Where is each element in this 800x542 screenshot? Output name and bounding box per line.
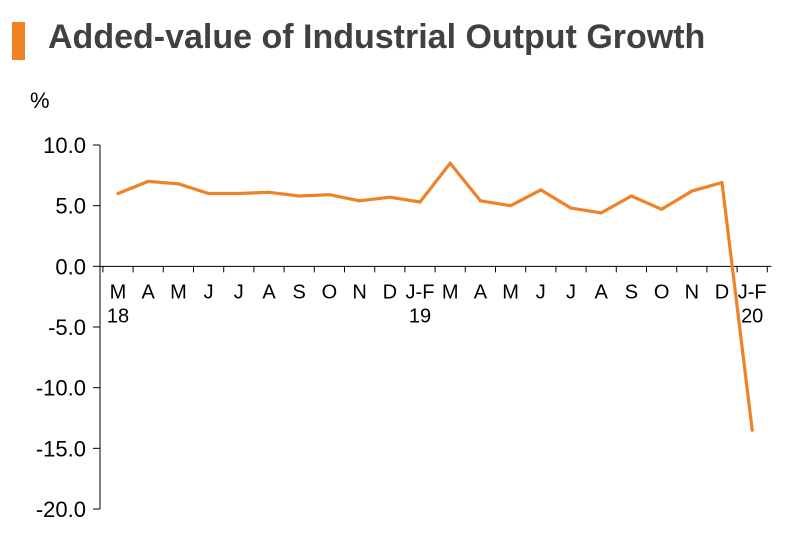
data-point: [569, 206, 573, 210]
series-line: [116, 161, 754, 432]
x-year-label: 18: [107, 305, 129, 327]
x-tick-label: O: [654, 281, 670, 303]
y-axis-unit-label: %: [30, 88, 50, 113]
chart-title: Added-value of Industrial Output Growth: [48, 18, 706, 56]
x-tick-label: M: [502, 281, 519, 303]
x-tick-label: M: [110, 281, 127, 303]
data-point: [327, 193, 331, 197]
x-tick-label: M: [442, 281, 459, 303]
data-point: [690, 189, 694, 193]
x-tick-label: J: [536, 281, 546, 303]
data-point: [660, 207, 664, 211]
data-point: [509, 204, 513, 208]
x-tick-label: A: [142, 281, 156, 303]
x-tick-label: N: [685, 281, 699, 303]
x-tick-label: A: [595, 281, 609, 303]
x-tick-label: M: [170, 281, 187, 303]
data-point: [388, 195, 392, 199]
x-tick-label: N: [352, 281, 366, 303]
data-point: [720, 181, 724, 185]
x-tick-label: S: [293, 281, 306, 303]
x-tick-label: O: [322, 281, 338, 303]
x-tick-label: D: [383, 281, 397, 303]
x-tick-label: A: [262, 281, 276, 303]
data-point: [176, 182, 180, 186]
data-point: [478, 199, 482, 203]
x-tick-label: J-F: [738, 281, 767, 303]
x-year-label: 20: [741, 305, 763, 327]
data-point: [750, 428, 754, 432]
data-point: [629, 194, 634, 198]
x-tick-label: J: [204, 281, 214, 303]
y-tick-label: 10.0: [43, 133, 86, 158]
data-point: [146, 179, 150, 183]
data-point: [267, 190, 271, 194]
y-tick-label: -10.0: [36, 376, 86, 401]
y-tick-label: -5.0: [48, 315, 86, 340]
title-accent-bar: [12, 22, 25, 60]
data-point: [539, 188, 543, 192]
y-axis: 10.0 5.0 0.0 -5.0 -10.0 -15.0 -20.0: [36, 133, 101, 522]
data-point: [599, 211, 603, 215]
x-tick-label: D: [715, 281, 729, 303]
data-point: [207, 191, 211, 196]
x-tick-label: S: [625, 281, 638, 303]
x-axis: M A M J J A S O N D J-F M A M J J A S O N D J-F18 19 20: [100, 265, 772, 327]
x-tick-label: J: [234, 281, 244, 303]
y-tick-label: -20.0: [36, 497, 86, 522]
x-tick-label: J: [566, 281, 576, 303]
data-point: [237, 191, 241, 196]
y-tick-label: 0.0: [55, 254, 86, 279]
x-year-label: 19: [409, 305, 431, 327]
data-point: [297, 194, 301, 198]
x-tick-label: J-F: [406, 281, 435, 303]
data-point: [448, 161, 452, 165]
y-tick-label: -15.0: [36, 436, 86, 461]
data-point: [418, 200, 422, 204]
data-point: [116, 191, 120, 196]
series-lines: [116, 161, 754, 432]
x-tick-label: A: [474, 281, 488, 303]
data-point: [358, 199, 362, 203]
y-tick-label: 5.0: [55, 194, 86, 219]
